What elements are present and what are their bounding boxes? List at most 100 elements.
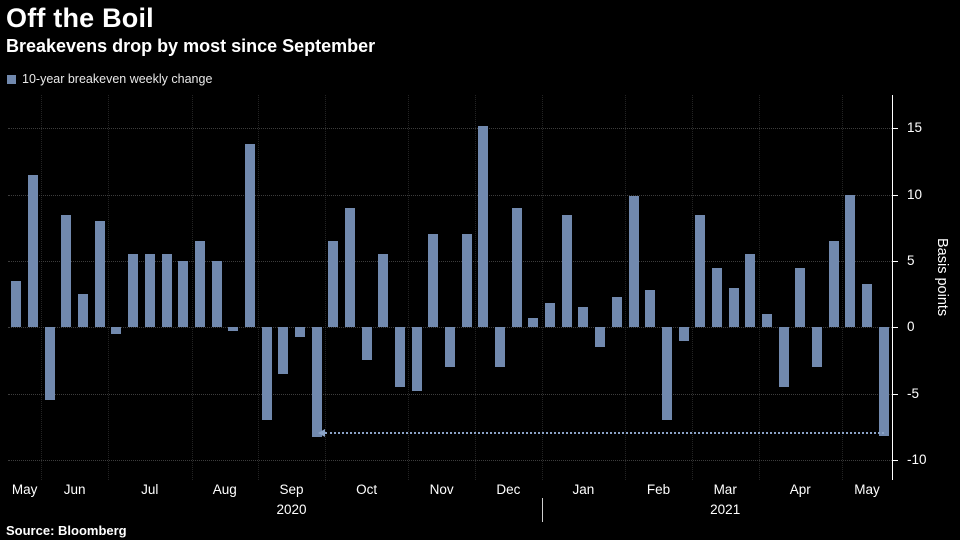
chart-legend: 10-year breakeven weekly change (7, 72, 212, 86)
x-month-label: Mar (713, 482, 737, 497)
plot-area (8, 95, 898, 480)
bar (578, 307, 589, 328)
bar (595, 327, 606, 348)
bar (611, 296, 622, 328)
y-tick-label: 10 (907, 186, 923, 202)
bar (878, 327, 889, 437)
gridline (8, 194, 892, 196)
y-tick-mark (892, 194, 898, 196)
gridline (8, 128, 892, 130)
x-month-label: Nov (429, 482, 454, 497)
month-gridline (758, 95, 760, 480)
bar (294, 327, 305, 337)
month-gridline (625, 95, 627, 480)
bar (445, 327, 455, 368)
bar (711, 267, 722, 328)
bar (628, 195, 639, 328)
bar (795, 267, 806, 328)
bar (161, 254, 172, 328)
x-axis: May Jun Jul Aug Sep Oct Nov Dec Jan Feb Mar Apr May 2… (8, 482, 892, 528)
x-month-label: May (854, 482, 880, 497)
y-tick-label: 5 (907, 252, 915, 268)
y-tick-mark (892, 128, 898, 130)
bar (28, 174, 38, 328)
month-gridline (475, 95, 476, 480)
x-month-label: Jun (63, 482, 86, 497)
month-gridline (691, 95, 693, 480)
x-month-label: Dec (496, 482, 521, 497)
bar (194, 241, 205, 328)
bar (378, 254, 389, 328)
annotation-arrow-icon (317, 429, 325, 438)
y-tick-label: 0 (907, 319, 915, 335)
x-month-label: Aug (212, 482, 237, 497)
y-tick-label: -5 (907, 385, 920, 401)
bar (228, 327, 239, 332)
gridline (8, 393, 892, 395)
bar (511, 207, 522, 328)
bar (361, 327, 372, 361)
bar (545, 303, 556, 328)
year-divider (541, 498, 543, 522)
y-tick-label: -10 (907, 452, 927, 468)
month-gridline (324, 95, 326, 480)
bar (862, 283, 872, 328)
bar (745, 254, 756, 328)
bar (44, 327, 55, 401)
month-gridline (191, 95, 193, 480)
bar (778, 327, 789, 387)
gridline (8, 460, 892, 462)
x-month-label: Oct (356, 482, 378, 497)
bar (261, 327, 272, 421)
bar (144, 254, 155, 328)
bar (311, 327, 322, 438)
bar (78, 294, 89, 328)
annotation-line (324, 432, 884, 435)
bar (561, 214, 572, 328)
chart-title: Off the Boil (6, 3, 154, 33)
legend-label: 10-year breakeven weekly change (22, 72, 213, 86)
bar (728, 287, 739, 328)
bar (478, 125, 489, 328)
bar (344, 207, 355, 328)
y-tick-mark (892, 327, 898, 329)
month-gridline (108, 95, 110, 480)
bar (111, 327, 122, 334)
bar (495, 327, 505, 368)
bar (645, 290, 656, 328)
month-gridline (541, 95, 543, 480)
bar (811, 327, 822, 368)
x-year-label: 2020 (276, 502, 307, 517)
bar (695, 214, 706, 328)
month-gridline (41, 95, 43, 480)
y-axis-title: Basis points (934, 238, 950, 317)
x-month-label: Sep (279, 482, 304, 497)
source-note: Source: Bloomberg (6, 523, 127, 538)
bar (461, 234, 472, 328)
bar (328, 241, 339, 328)
y-tick-mark (892, 460, 898, 462)
bar (278, 327, 289, 374)
chart-subtitle: Breakevens drop by most since September (6, 36, 376, 56)
bar (761, 314, 772, 328)
bar (411, 327, 422, 391)
bar (828, 241, 839, 328)
bar (428, 234, 439, 328)
legend-swatch-icon (7, 74, 16, 84)
bar (845, 194, 856, 328)
y-tick-mark (892, 260, 898, 262)
bar (178, 260, 189, 328)
y-tick-label: 15 (907, 120, 923, 136)
bar (395, 327, 405, 387)
gridline (8, 260, 892, 262)
bar (678, 327, 689, 341)
x-month-label: Jul (141, 482, 159, 497)
bar (661, 327, 672, 421)
x-month-label: Feb (646, 482, 671, 497)
y-axis: 15 10 5 0 -5 -10 (901, 95, 945, 480)
x-month-label: May (11, 482, 38, 497)
x-month-label: Jan (572, 482, 595, 497)
month-gridline (258, 95, 260, 480)
bar (11, 280, 22, 328)
y-tick-mark (892, 393, 898, 395)
